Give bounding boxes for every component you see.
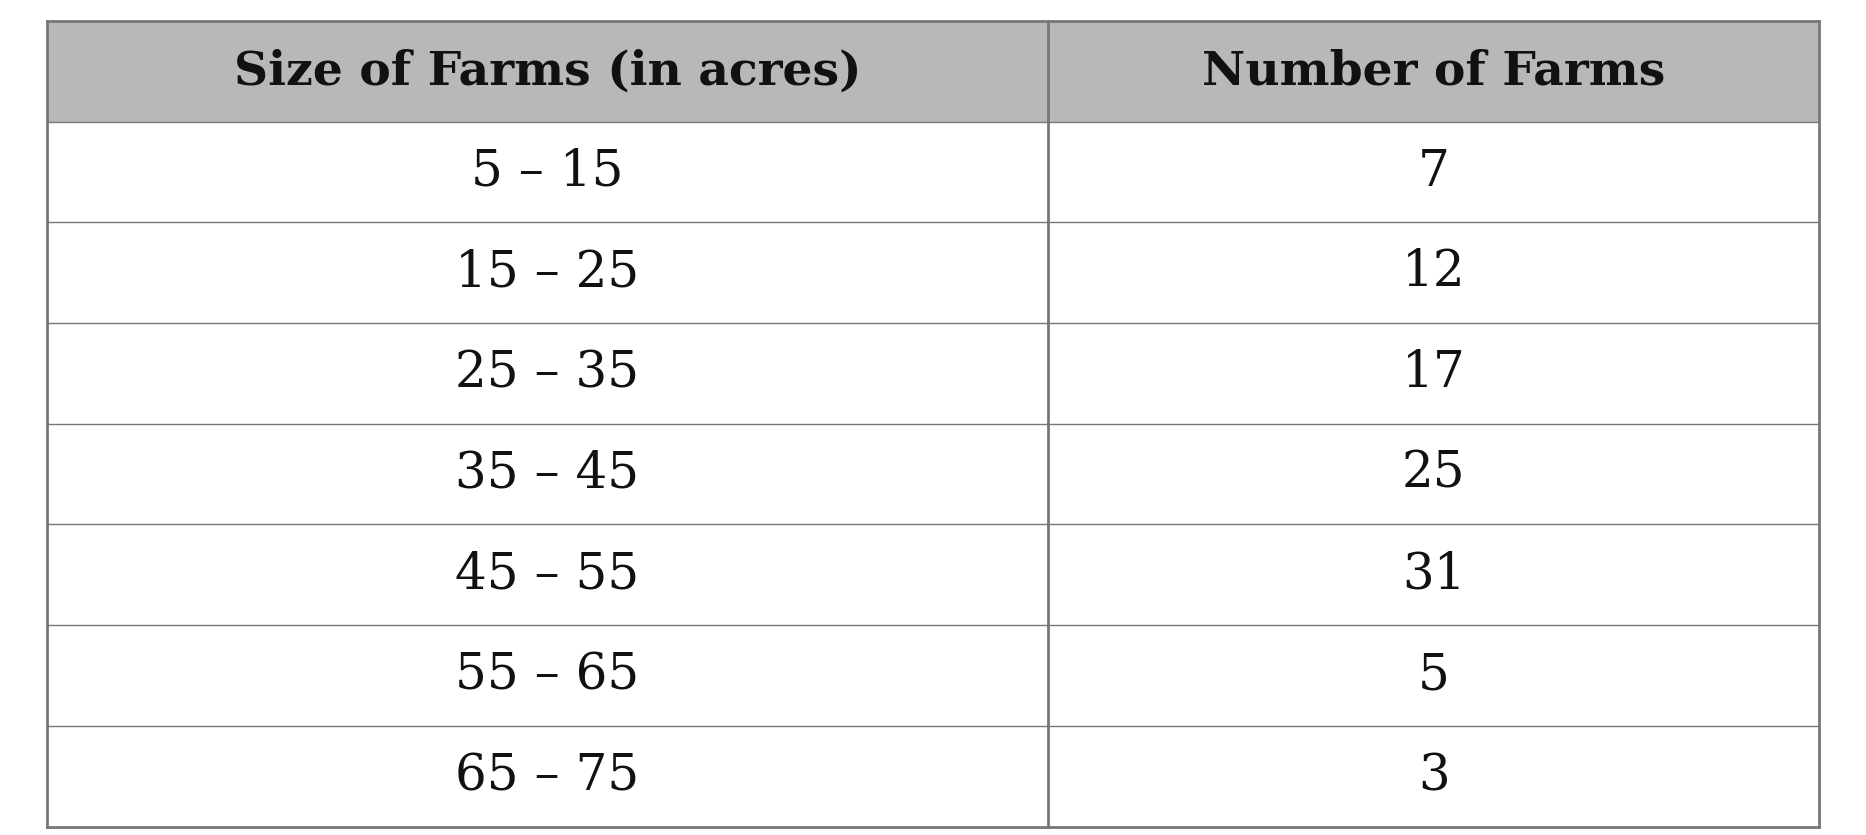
Text: 7: 7 bbox=[1418, 147, 1450, 197]
Text: 35 – 45: 35 – 45 bbox=[455, 449, 640, 498]
Text: 65 – 75: 65 – 75 bbox=[455, 752, 640, 801]
Text: 3: 3 bbox=[1418, 752, 1450, 801]
Text: Number of Farms: Number of Farms bbox=[1202, 48, 1666, 94]
Text: 17: 17 bbox=[1401, 349, 1465, 398]
Text: 45 – 55: 45 – 55 bbox=[455, 550, 640, 600]
Bar bbox=[47, 21, 1819, 122]
Text: 31: 31 bbox=[1401, 550, 1465, 600]
Bar bbox=[47, 424, 1819, 524]
Bar bbox=[47, 222, 1819, 323]
Bar bbox=[47, 524, 1819, 625]
Text: Size of Farms (in acres): Size of Farms (in acres) bbox=[233, 48, 862, 94]
Text: 12: 12 bbox=[1401, 248, 1465, 297]
Bar bbox=[47, 122, 1819, 222]
Text: 25 – 35: 25 – 35 bbox=[455, 349, 640, 398]
Text: 55 – 65: 55 – 65 bbox=[455, 650, 640, 701]
Bar bbox=[47, 323, 1819, 423]
Text: 15 – 25: 15 – 25 bbox=[455, 248, 640, 297]
Bar bbox=[47, 726, 1819, 827]
Bar bbox=[47, 625, 1819, 726]
Text: 5: 5 bbox=[1418, 650, 1450, 701]
Text: 25: 25 bbox=[1401, 449, 1465, 498]
Text: 5 – 15: 5 – 15 bbox=[472, 147, 623, 197]
